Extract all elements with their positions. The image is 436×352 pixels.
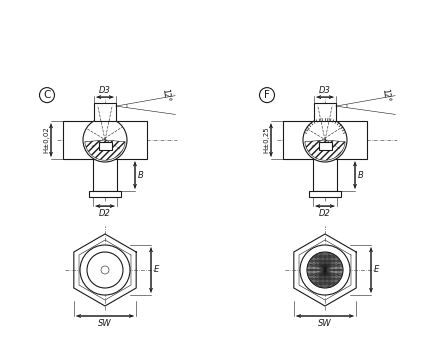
Text: F: F (264, 90, 270, 100)
Bar (283, 121, 367, 159)
Circle shape (307, 252, 343, 288)
Bar (63, 121, 147, 159)
Bar (94, 103, 116, 121)
Text: SW: SW (98, 319, 112, 328)
Text: E: E (153, 265, 159, 275)
Bar (89, 191, 121, 197)
Text: D2: D2 (319, 209, 331, 218)
Circle shape (80, 245, 130, 295)
Circle shape (83, 118, 127, 162)
Text: SW: SW (318, 319, 332, 328)
Text: C: C (43, 90, 51, 100)
Bar (309, 191, 341, 197)
Bar (319, 142, 331, 150)
Bar (314, 103, 336, 121)
Text: B: B (358, 171, 363, 180)
Text: H±0,02: H±0,02 (43, 127, 49, 153)
Text: E: E (374, 265, 379, 275)
Text: 12°: 12° (160, 88, 170, 102)
Text: D3: D3 (99, 86, 111, 95)
Circle shape (303, 118, 347, 162)
Text: H±0,25: H±0,25 (263, 127, 269, 153)
Text: B: B (137, 171, 143, 180)
Text: D3: D3 (319, 86, 331, 95)
Bar (313, 159, 337, 191)
Text: D2: D2 (99, 209, 111, 218)
Wedge shape (85, 140, 125, 160)
Text: 12°: 12° (380, 88, 391, 102)
Bar (99, 142, 112, 150)
Circle shape (300, 245, 350, 295)
Bar (93, 159, 117, 191)
Circle shape (87, 252, 123, 288)
Wedge shape (305, 140, 345, 160)
